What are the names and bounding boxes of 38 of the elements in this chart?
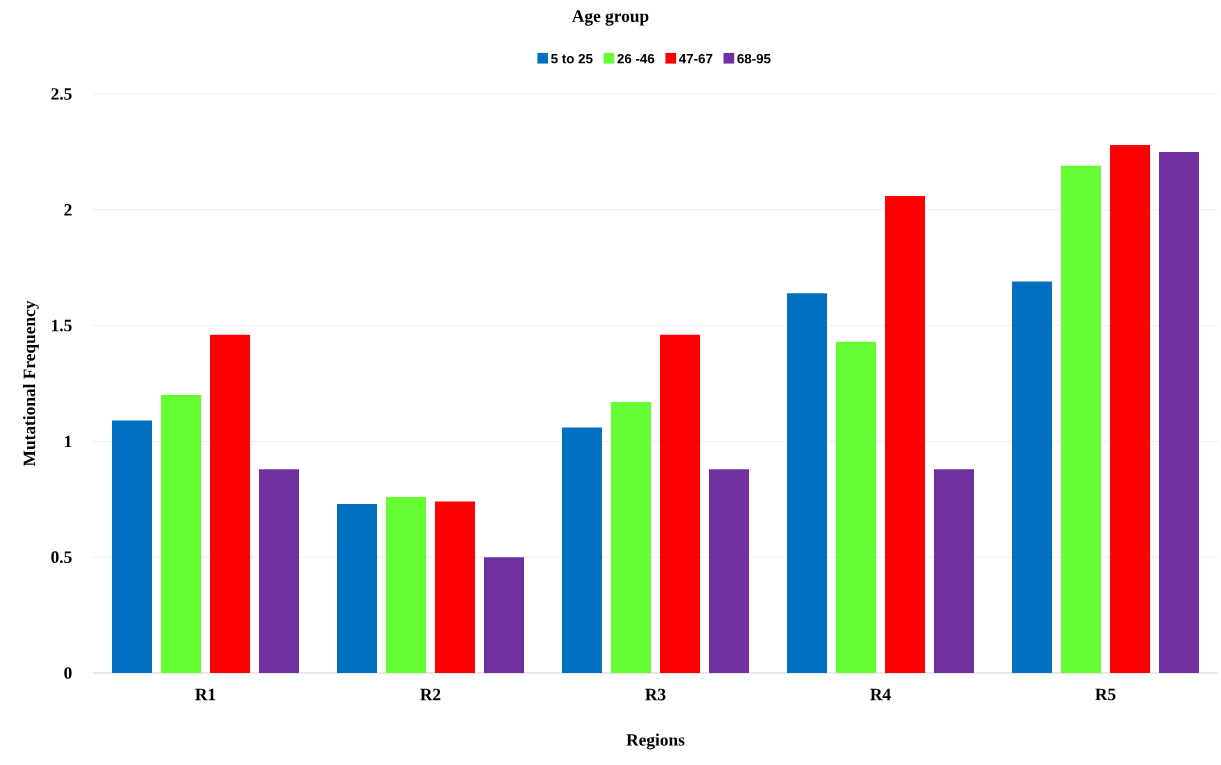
bar bbox=[934, 469, 974, 673]
x-tick-label: R2 bbox=[420, 688, 441, 701]
bar bbox=[210, 334, 251, 673]
legend-label: 5 to 25 bbox=[551, 53, 593, 64]
bar bbox=[885, 195, 926, 673]
bar bbox=[611, 402, 651, 673]
x-tick-label: R5 bbox=[1095, 688, 1116, 701]
bar bbox=[386, 496, 426, 673]
legend-label: 47-67 bbox=[678, 53, 713, 64]
x-axis-title: Regions bbox=[626, 733, 685, 750]
bar bbox=[112, 420, 153, 673]
legend-label: 26 -46 bbox=[617, 53, 655, 64]
bar bbox=[836, 341, 876, 673]
bar bbox=[660, 334, 701, 673]
y-tick-label: 2.5 bbox=[51, 88, 72, 100]
y-tick-label: 0 bbox=[64, 667, 72, 679]
bar bbox=[1061, 165, 1102, 673]
bar bbox=[161, 395, 201, 673]
bar bbox=[787, 293, 828, 673]
bar bbox=[337, 503, 378, 673]
legend-label: 68-95 bbox=[737, 53, 771, 64]
bar bbox=[1110, 144, 1151, 673]
x-tick-label: R1 bbox=[195, 688, 216, 701]
bar bbox=[562, 427, 603, 673]
y-tick-label: 1 bbox=[65, 435, 72, 448]
legend-title: Age group bbox=[572, 10, 649, 26]
bar bbox=[484, 557, 524, 673]
y-axis-title: Mutational Frequency bbox=[23, 300, 39, 467]
bar bbox=[1012, 281, 1053, 673]
x-tick-label: R3 bbox=[645, 688, 666, 701]
y-tick-label: 0.5 bbox=[51, 551, 72, 564]
bar bbox=[1159, 151, 1200, 673]
bar bbox=[435, 501, 476, 673]
bar bbox=[709, 469, 749, 673]
x-tick-label: R4 bbox=[870, 688, 891, 701]
y-tick-label: 2 bbox=[64, 204, 72, 216]
y-tick-label: 1.5 bbox=[52, 319, 72, 332]
bar bbox=[258, 469, 299, 673]
